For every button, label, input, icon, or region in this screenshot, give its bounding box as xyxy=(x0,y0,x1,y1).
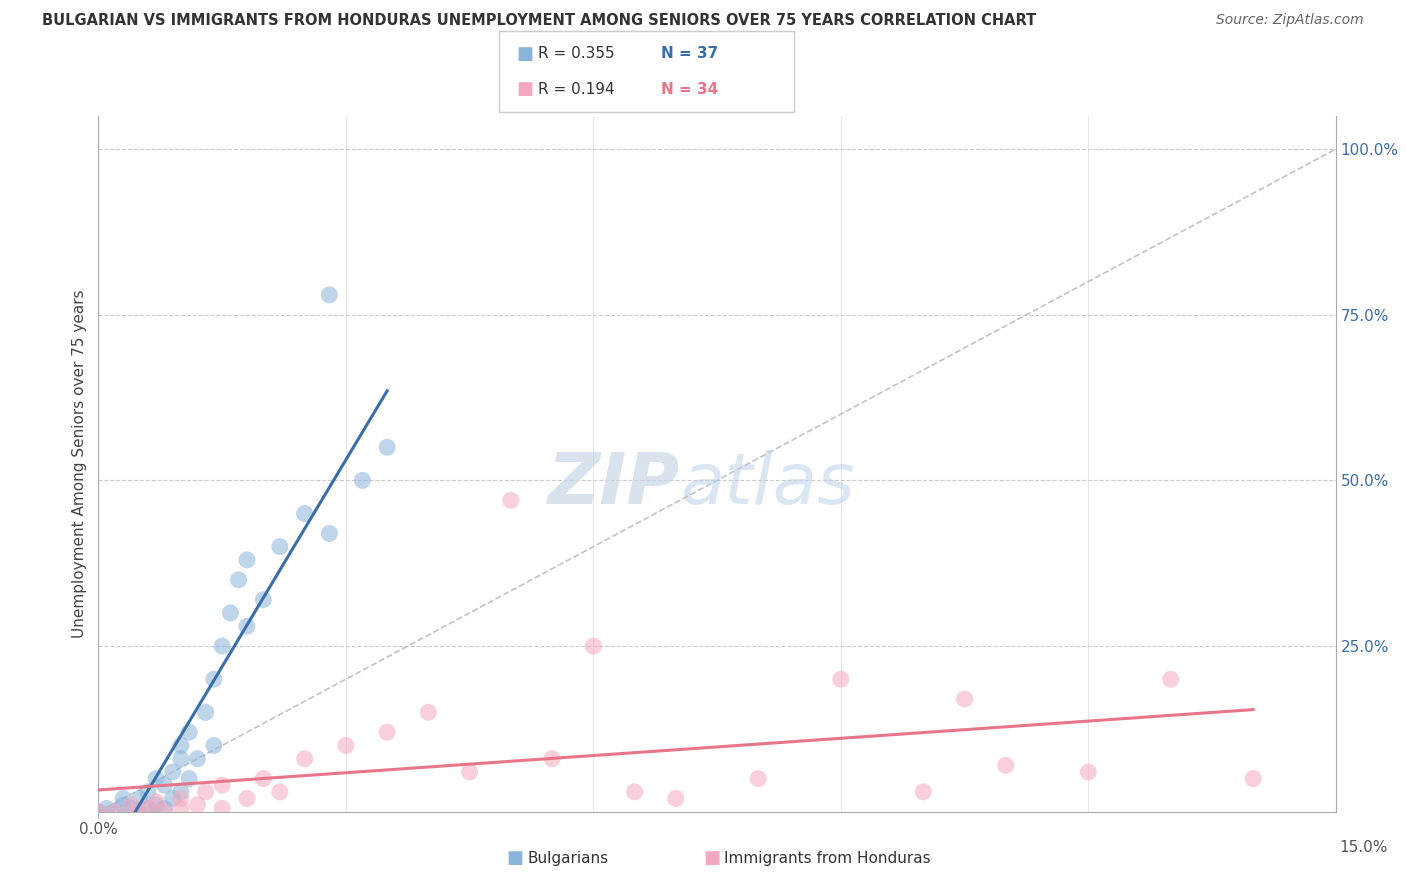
Point xyxy=(499,493,522,508)
Point xyxy=(145,798,167,813)
Point xyxy=(145,795,167,809)
Point xyxy=(228,573,250,587)
Text: BULGARIAN VS IMMIGRANTS FROM HONDURAS UNEMPLOYMENT AMONG SENIORS OVER 75 YEARS C: BULGARIAN VS IMMIGRANTS FROM HONDURAS UN… xyxy=(42,13,1036,29)
Point xyxy=(145,772,167,786)
Point xyxy=(128,805,150,819)
Point xyxy=(104,805,127,819)
Point xyxy=(202,672,225,686)
Point xyxy=(912,785,935,799)
Point xyxy=(170,791,193,805)
Point xyxy=(219,606,242,620)
Point xyxy=(236,619,259,633)
Point xyxy=(194,706,217,720)
Point xyxy=(136,801,159,815)
Point xyxy=(1077,764,1099,779)
Text: R = 0.194: R = 0.194 xyxy=(538,82,614,96)
Point xyxy=(179,772,201,786)
Point xyxy=(179,725,201,739)
Text: N = 34: N = 34 xyxy=(661,82,718,96)
Point xyxy=(352,474,374,488)
Point xyxy=(953,692,976,706)
Point xyxy=(830,672,852,686)
Point xyxy=(582,639,605,653)
Point xyxy=(335,739,357,753)
Text: Immigrants from Honduras: Immigrants from Honduras xyxy=(724,851,931,865)
Point xyxy=(186,798,208,813)
Point xyxy=(194,785,217,799)
Point xyxy=(623,785,645,799)
Point xyxy=(236,791,259,805)
Text: R = 0.355: R = 0.355 xyxy=(538,46,614,61)
Point xyxy=(418,706,440,720)
Point xyxy=(170,801,193,815)
Point xyxy=(170,785,193,799)
Text: 15.0%: 15.0% xyxy=(1340,839,1388,855)
Point xyxy=(112,791,135,805)
Point xyxy=(1241,772,1264,786)
Point xyxy=(186,752,208,766)
Point xyxy=(318,288,340,302)
Point xyxy=(458,764,481,779)
Point xyxy=(252,772,274,786)
Point xyxy=(994,758,1017,772)
Point xyxy=(153,805,176,819)
Point xyxy=(170,752,193,766)
Text: Source: ZipAtlas.com: Source: ZipAtlas.com xyxy=(1216,13,1364,28)
Point xyxy=(747,772,769,786)
Point xyxy=(665,791,688,805)
Point xyxy=(211,778,233,792)
Point xyxy=(128,805,150,819)
Point xyxy=(112,798,135,813)
Point xyxy=(211,639,233,653)
Point xyxy=(541,752,564,766)
Text: ZIP: ZIP xyxy=(548,450,681,519)
Text: atlas: atlas xyxy=(681,450,855,519)
Point xyxy=(162,791,184,805)
Point xyxy=(153,801,176,815)
Point xyxy=(269,540,291,554)
Point xyxy=(104,805,127,819)
Point xyxy=(318,526,340,541)
Point xyxy=(87,805,110,819)
Point xyxy=(236,553,259,567)
Text: ■: ■ xyxy=(516,45,533,62)
Point xyxy=(128,791,150,805)
Point xyxy=(202,739,225,753)
Point xyxy=(1160,672,1182,686)
Point xyxy=(136,785,159,799)
Point xyxy=(252,592,274,607)
Text: ■: ■ xyxy=(703,849,720,867)
Point xyxy=(120,801,142,815)
Point xyxy=(153,778,176,792)
Text: ■: ■ xyxy=(506,849,523,867)
Y-axis label: Unemployment Among Seniors over 75 years: Unemployment Among Seniors over 75 years xyxy=(72,290,87,638)
Text: Bulgarians: Bulgarians xyxy=(527,851,609,865)
Point xyxy=(96,801,118,815)
Point xyxy=(294,507,316,521)
Point xyxy=(294,752,316,766)
Point xyxy=(269,785,291,799)
Text: ■: ■ xyxy=(516,80,533,98)
Point xyxy=(375,440,398,454)
Point xyxy=(211,801,233,815)
Point xyxy=(375,725,398,739)
Point xyxy=(162,764,184,779)
Point xyxy=(87,805,110,819)
Point xyxy=(170,739,193,753)
Point xyxy=(136,801,159,815)
Point xyxy=(120,798,142,813)
Text: N = 37: N = 37 xyxy=(661,46,718,61)
